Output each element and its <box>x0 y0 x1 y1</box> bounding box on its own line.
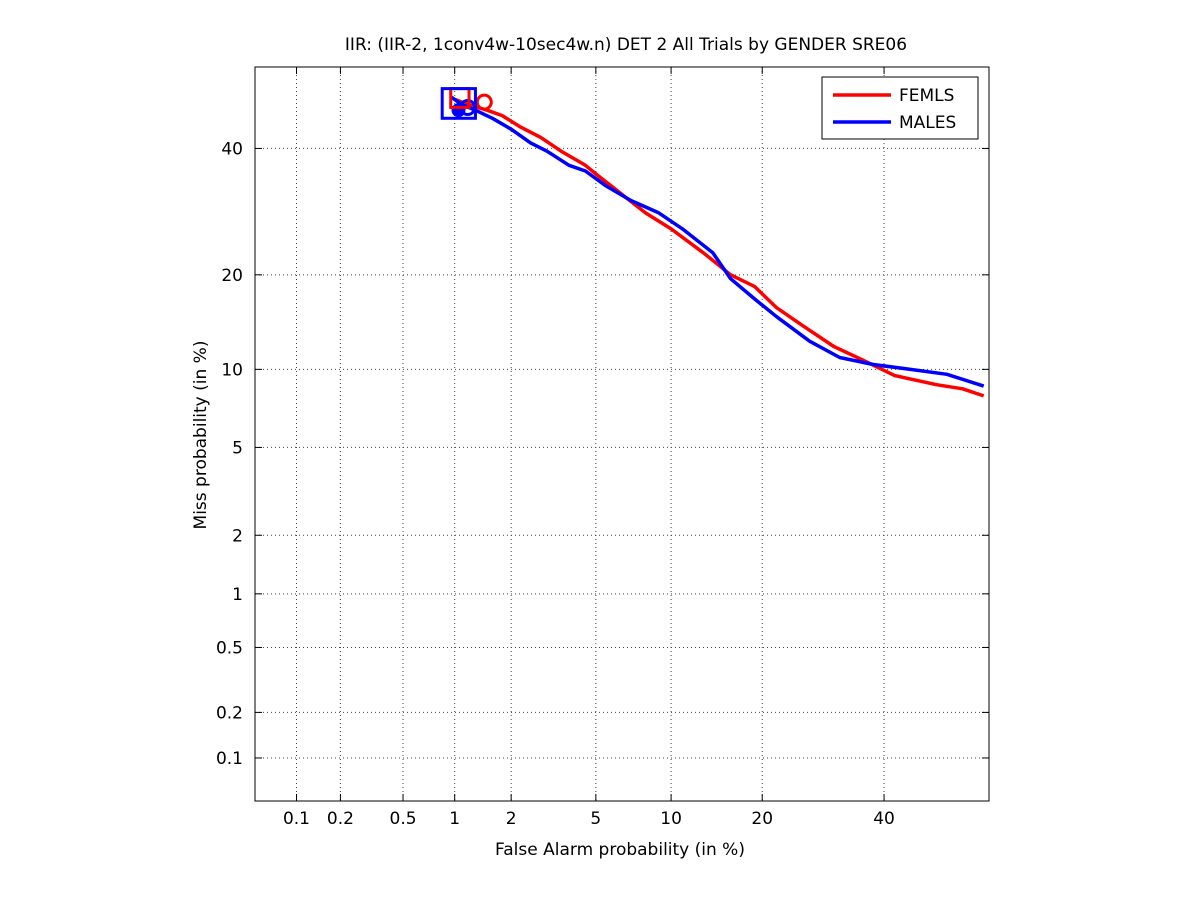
x-tick-label: 20 <box>751 809 773 829</box>
x-axis-ticks: 0.1 0.2 0.5 1 2 5 10 20 40 <box>283 67 895 829</box>
y-tick-label: 0.5 <box>216 638 243 658</box>
y-tick-label: 1 <box>232 585 243 605</box>
plot-frame <box>254 66 990 802</box>
y-tick-label: 2 <box>232 526 243 546</box>
min-dcf-point-femls <box>475 93 493 111</box>
y-tick-label: 10 <box>221 360 243 380</box>
operating-box-males <box>440 87 477 120</box>
series-layer <box>449 95 985 398</box>
x-tick-label: 0.1 <box>283 809 310 829</box>
x-tick-label: 10 <box>660 809 682 829</box>
x-tick-label: 1 <box>449 809 460 829</box>
x-tick-label: 0.5 <box>390 809 417 829</box>
y-tick-label: 0.2 <box>216 703 243 723</box>
legend: FEMLS MALES <box>821 76 979 140</box>
y-tick-label: 5 <box>232 438 243 458</box>
actual-dcf-point-males <box>451 103 466 118</box>
y-tick-label: 40 <box>221 139 243 159</box>
x-tick-label: 5 <box>590 809 601 829</box>
legend-label-males: MALES <box>899 113 956 133</box>
y-tick-label: 0.1 <box>216 749 243 769</box>
y-axis-label: Miss probability (in %) <box>191 341 211 530</box>
x-tick-label: 2 <box>506 809 517 829</box>
y-axis-ticks: 0.1 0.2 0.5 1 2 5 10 20 40 <box>216 139 989 769</box>
series-line-males <box>449 95 985 388</box>
y-tick-label: 20 <box>221 266 243 286</box>
x-tick-label: 0.2 <box>327 809 354 829</box>
legend-label-femls: FEMLS <box>899 86 954 106</box>
legend-box <box>821 76 979 140</box>
chart-title: IIR: (IIR-2, 1conv4w-10sec4w.n) DET 2 Al… <box>345 35 907 55</box>
x-axis-label: False Alarm probability (in %) <box>495 840 745 860</box>
x-tick-label: 40 <box>873 809 895 829</box>
decision-markers <box>440 87 493 120</box>
